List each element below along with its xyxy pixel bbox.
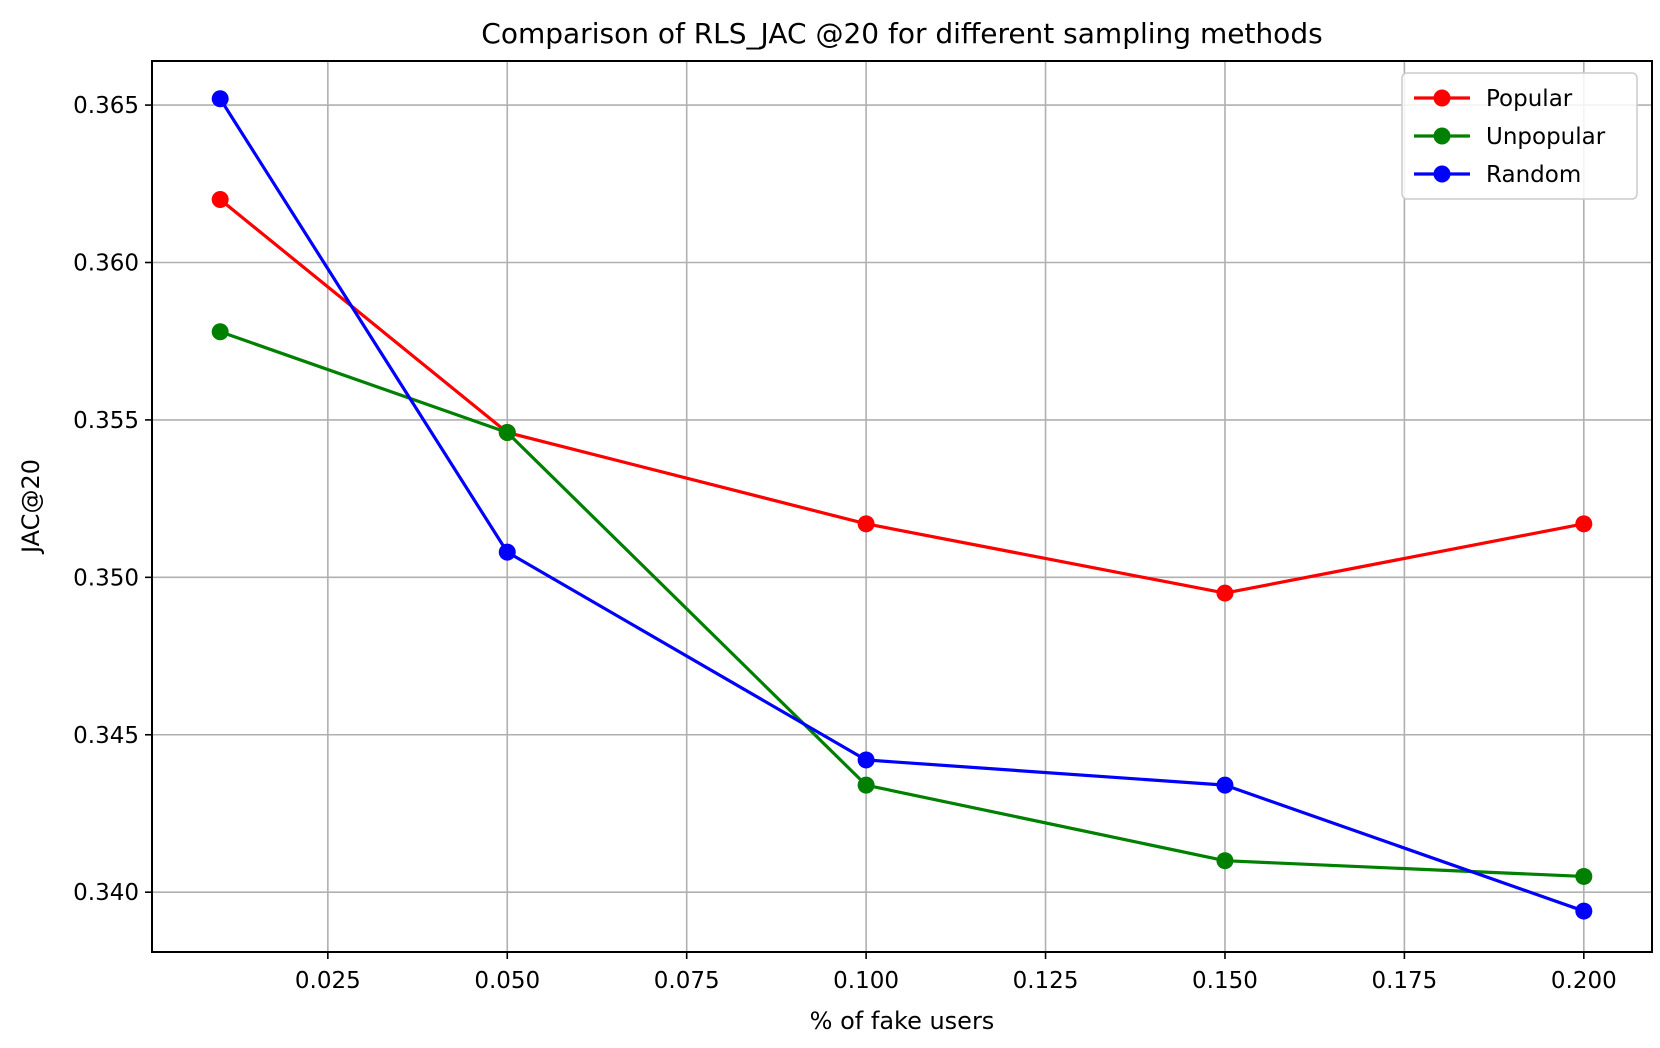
data-point-popular bbox=[857, 515, 875, 533]
x-axis-label: % of fake users bbox=[810, 1007, 995, 1035]
series-popular bbox=[211, 191, 1593, 602]
legend-entries: Popular Unpopular Random bbox=[1414, 86, 1606, 188]
x-tick-label: 0.075 bbox=[654, 968, 720, 994]
data-point-random bbox=[857, 751, 875, 769]
data-point-popular bbox=[1575, 515, 1593, 533]
series-line-random bbox=[218, 97, 1585, 913]
legend-marker-swatch bbox=[1433, 89, 1451, 107]
data-point-random bbox=[498, 543, 516, 561]
y-tick-label: 0.340 bbox=[73, 880, 139, 906]
x-tick-label: 0.100 bbox=[833, 968, 899, 994]
series-layer bbox=[211, 90, 1593, 920]
series-line-unpopular bbox=[219, 330, 1584, 879]
legend: Popular Unpopular Random bbox=[1401, 72, 1638, 200]
x-tick-label: 0.175 bbox=[1371, 968, 1437, 994]
legend-item-unpopular: Unpopular bbox=[1414, 124, 1606, 150]
data-point-random bbox=[1216, 776, 1234, 794]
legend-item-popular: Popular bbox=[1414, 86, 1573, 112]
plot-frame bbox=[151, 60, 1653, 953]
series-line-popular bbox=[219, 198, 1585, 595]
y-tick-label: 0.360 bbox=[73, 250, 139, 276]
x-tick-label: 0.125 bbox=[1013, 968, 1079, 994]
data-point-random bbox=[1575, 902, 1593, 920]
legend-item-random: Random bbox=[1414, 162, 1581, 188]
data-point-popular bbox=[1216, 584, 1234, 602]
legend-label: Unpopular bbox=[1486, 124, 1606, 150]
ticks-layer: 0.025 0.050 0.075 0.100 0.125 0.150 0.175 0.200… bbox=[73, 93, 1617, 994]
data-point-unpopular bbox=[1575, 867, 1593, 885]
chart-title: Comparison of RLS_JAC @20 for different … bbox=[481, 17, 1322, 50]
x-tick-label: 0.025 bbox=[295, 968, 361, 994]
legend-marker-swatch bbox=[1433, 127, 1451, 145]
series-unpopular bbox=[211, 323, 1593, 885]
x-tick-label: 0.150 bbox=[1192, 968, 1258, 994]
x-tick-label: 0.050 bbox=[474, 968, 540, 994]
y-axis-label: JAC@20 bbox=[17, 459, 45, 555]
data-point-unpopular bbox=[211, 323, 229, 341]
y-tick-label: 0.355 bbox=[73, 408, 139, 434]
data-point-unpopular bbox=[498, 424, 516, 442]
y-tick-label: 0.350 bbox=[73, 565, 139, 591]
y-tick-label: 0.365 bbox=[73, 93, 139, 119]
data-point-random bbox=[211, 90, 229, 108]
legend-label: Random bbox=[1486, 162, 1581, 188]
y-tick-label: 0.345 bbox=[73, 723, 139, 749]
legend-frame bbox=[1401, 72, 1638, 200]
data-point-unpopular bbox=[1216, 852, 1234, 870]
x-tick-label: 0.200 bbox=[1551, 968, 1617, 994]
series-random bbox=[211, 90, 1593, 920]
legend-marker-swatch bbox=[1433, 165, 1451, 183]
legend-label: Popular bbox=[1486, 86, 1573, 112]
data-point-unpopular bbox=[857, 776, 875, 794]
data-point-popular bbox=[211, 191, 229, 209]
